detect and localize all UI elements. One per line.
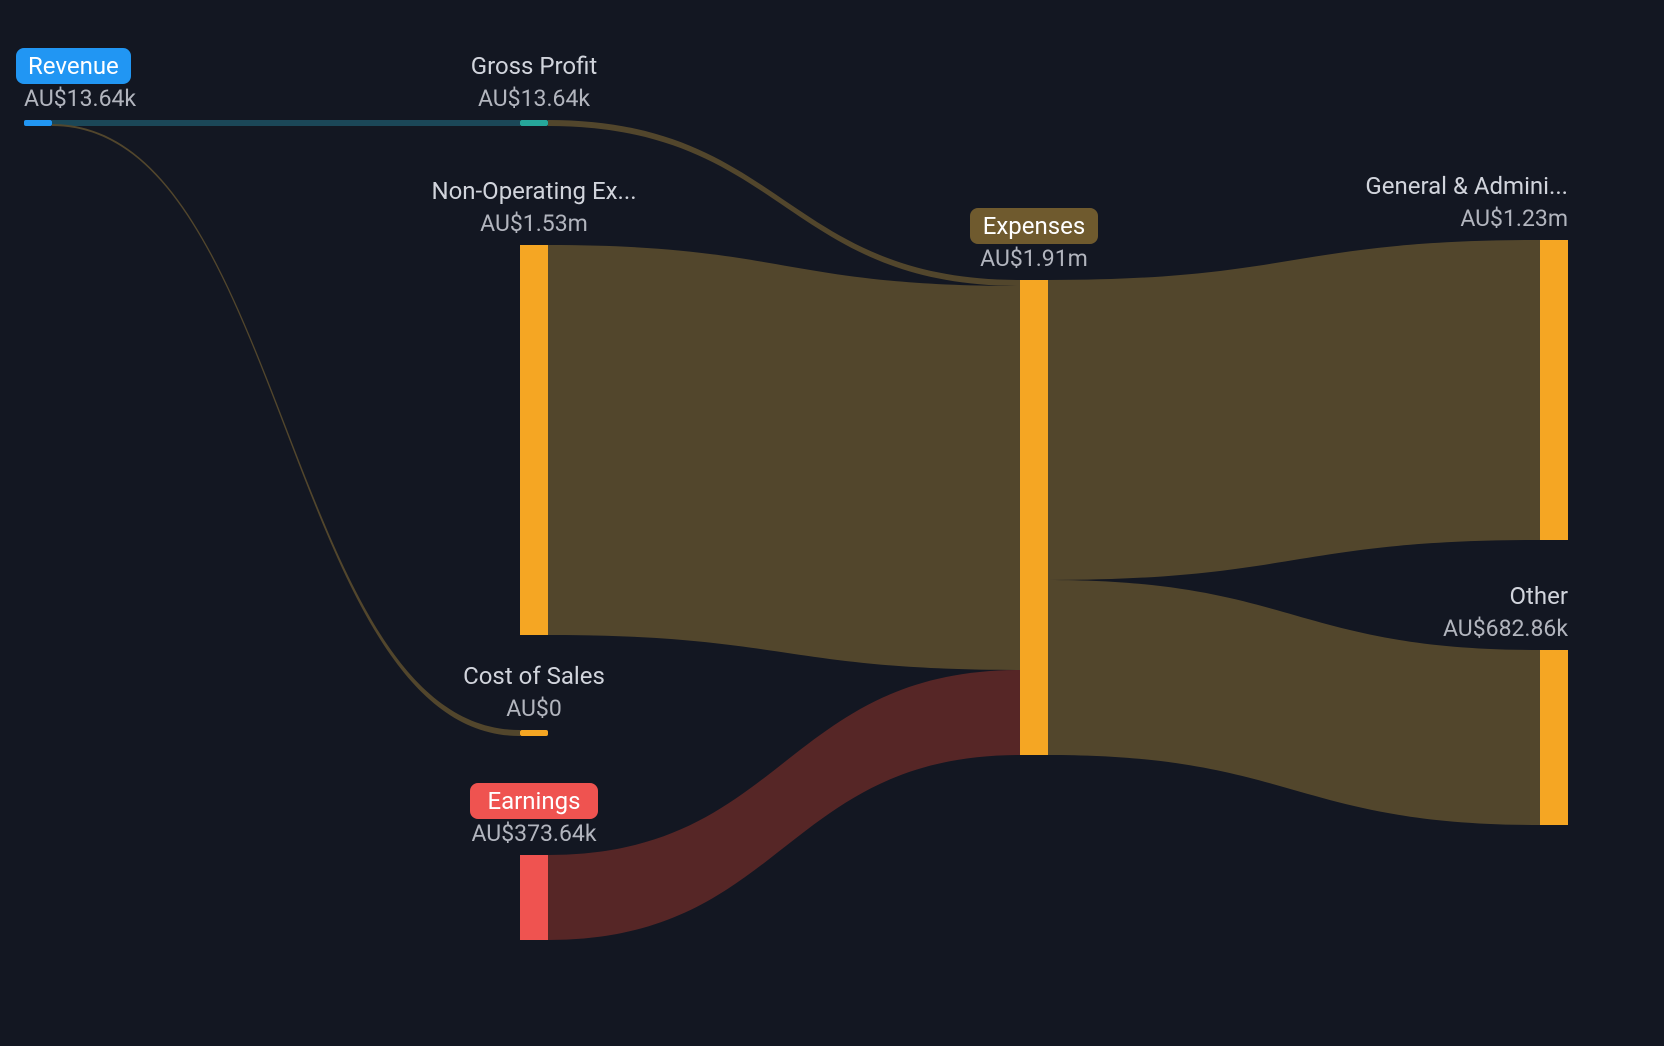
sankey-node-value: AU$0 — [506, 695, 562, 722]
sankey-node-cost_of_sales — [520, 730, 548, 736]
sankey-node-value: AU$1.23m — [1460, 205, 1568, 232]
sankey-chart: Revenue AU$13.64k Gross Profit AU$13.64k Non… — [0, 0, 1664, 1046]
sankey-link — [548, 245, 1020, 670]
sankey-links — [52, 120, 1540, 940]
sankey-node-label: Revenue — [28, 52, 119, 80]
sankey-node-general_admin — [1540, 240, 1568, 540]
sankey-node-revenue — [24, 120, 52, 126]
sankey-link — [52, 124, 520, 736]
sankey-node-label: Non-Operating Ex... — [431, 177, 636, 205]
sankey-node-label: Expenses — [983, 212, 1086, 240]
sankey-node-value: AU$13.64k — [24, 85, 136, 112]
sankey-node-other — [1540, 650, 1568, 825]
sankey-node-label: Other — [1510, 582, 1568, 610]
sankey-node-value: AU$1.53m — [480, 210, 588, 237]
sankey-node-label: Earnings — [487, 787, 580, 815]
sankey-node-value: AU$13.64k — [478, 85, 590, 112]
sankey-link — [52, 120, 520, 126]
sankey-link — [1048, 240, 1540, 580]
sankey-node-label: Cost of Sales — [463, 662, 605, 690]
sankey-node-label: General & Admini... — [1365, 172, 1568, 200]
sankey-node-value: AU$1.91m — [980, 245, 1088, 272]
sankey-node-label: Gross Profit — [471, 52, 598, 80]
sankey-node-gross_profit — [520, 120, 548, 126]
sankey-node-non_op_ex — [520, 245, 548, 635]
sankey-link — [548, 670, 1020, 940]
sankey-node-expenses — [1020, 280, 1048, 755]
sankey-node-earnings — [520, 855, 548, 940]
sankey-node-value: AU$373.64k — [471, 820, 596, 847]
sankey-node-value: AU$682.86k — [1443, 615, 1568, 642]
